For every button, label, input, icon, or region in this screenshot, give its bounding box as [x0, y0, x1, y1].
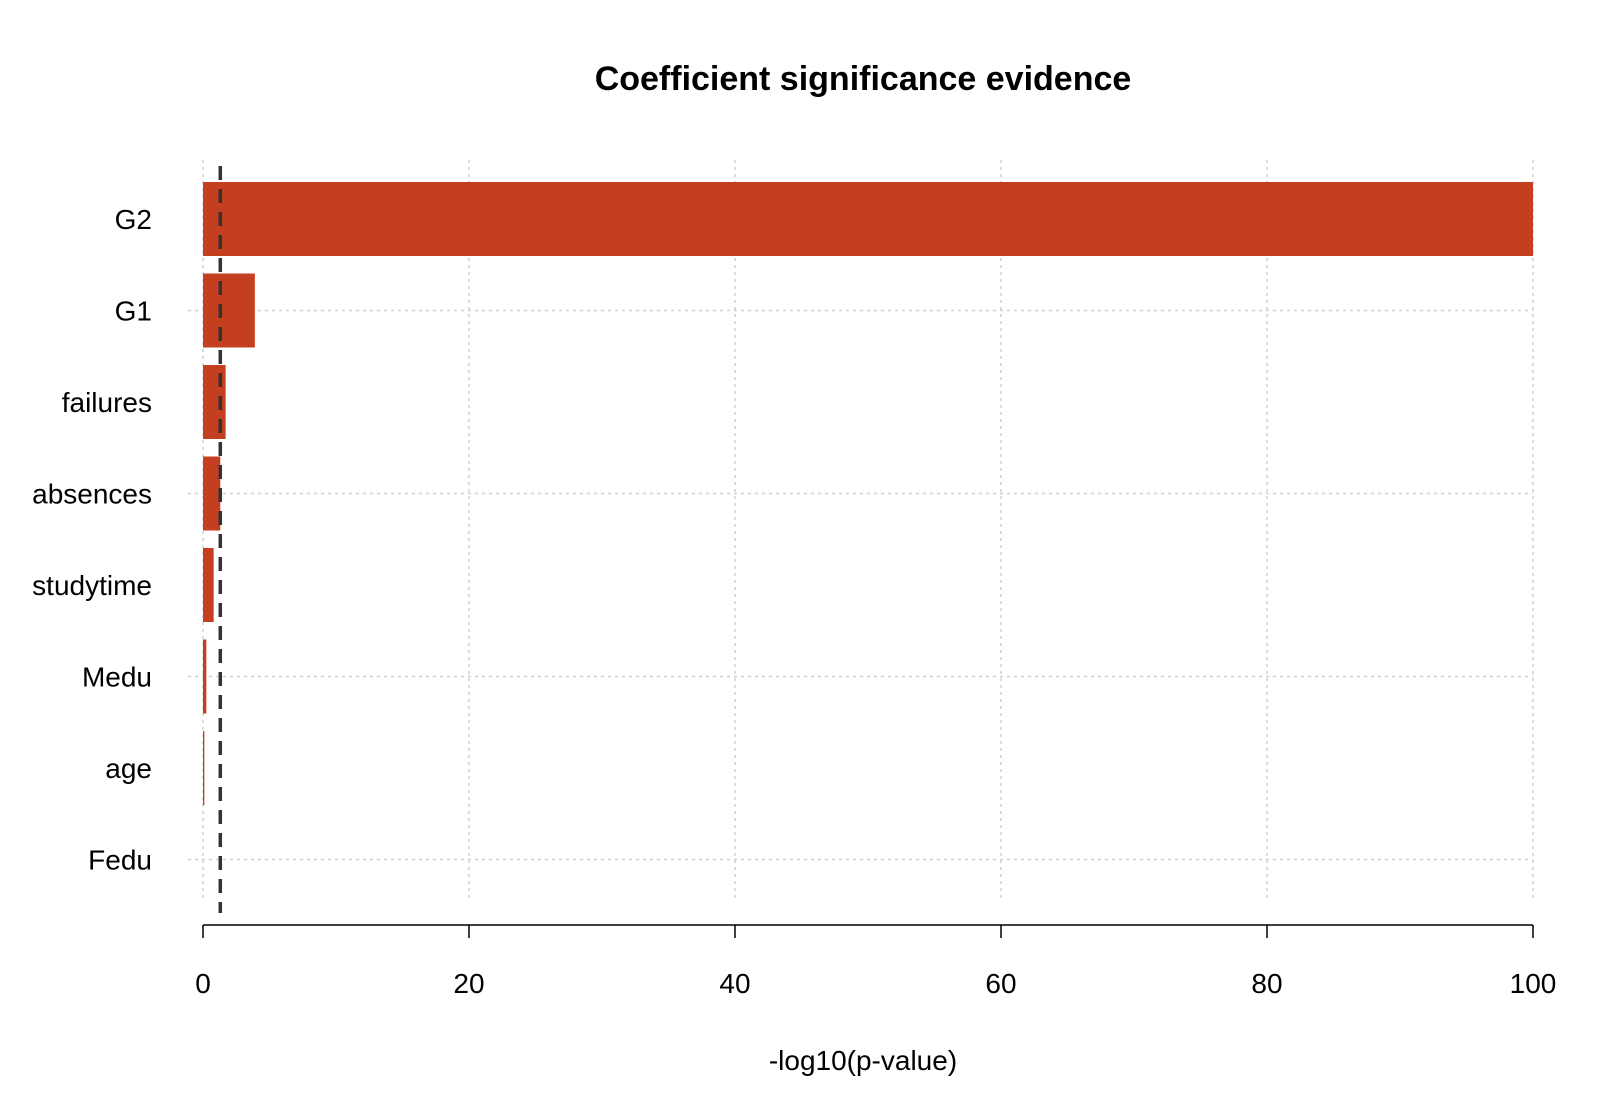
category-label: G2	[115, 204, 152, 235]
chart-title: Coefficient significance evidence	[595, 60, 1132, 98]
bar-absences	[203, 456, 221, 531]
category-label: Fedu	[88, 845, 152, 876]
category-label: absences	[32, 479, 152, 510]
category-label: age	[105, 753, 152, 784]
bar-age	[203, 731, 205, 805]
category-labels: G2 G1 failures absences studytime Medu age Fedu	[32, 204, 152, 876]
bar-Medu	[203, 639, 207, 714]
bar-failures	[203, 365, 226, 439]
x-axis-title: -log10(p-value)	[769, 1045, 957, 1076]
x-tick-label: 40	[719, 968, 750, 999]
gridlines	[188, 160, 1534, 902]
x-tick-label: 60	[985, 968, 1016, 999]
bar-G2	[203, 182, 1533, 256]
x-tick-label: 100	[1510, 968, 1557, 999]
x-axis: 0 20 40 60 80 100	[195, 924, 1557, 999]
x-tick-label: 0	[195, 968, 211, 999]
category-label: failures	[62, 387, 152, 418]
category-label: Medu	[82, 662, 152, 693]
x-tick-label: 20	[453, 968, 484, 999]
category-label: G1	[115, 296, 152, 327]
bars	[203, 182, 1533, 805]
x-tick-label: 80	[1251, 968, 1282, 999]
bar-G1	[203, 273, 255, 348]
bar-studytime	[203, 548, 214, 622]
category-label: studytime	[32, 570, 152, 601]
